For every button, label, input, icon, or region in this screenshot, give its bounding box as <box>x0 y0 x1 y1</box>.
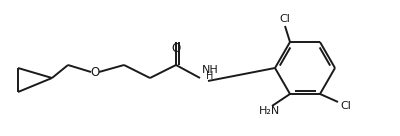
Text: H₂N: H₂N <box>258 106 280 116</box>
Text: O: O <box>90 66 100 78</box>
Text: O: O <box>171 41 181 55</box>
Text: NH: NH <box>202 65 219 75</box>
Text: H: H <box>206 71 213 81</box>
Text: Cl: Cl <box>340 101 352 111</box>
Text: Cl: Cl <box>280 14 290 24</box>
